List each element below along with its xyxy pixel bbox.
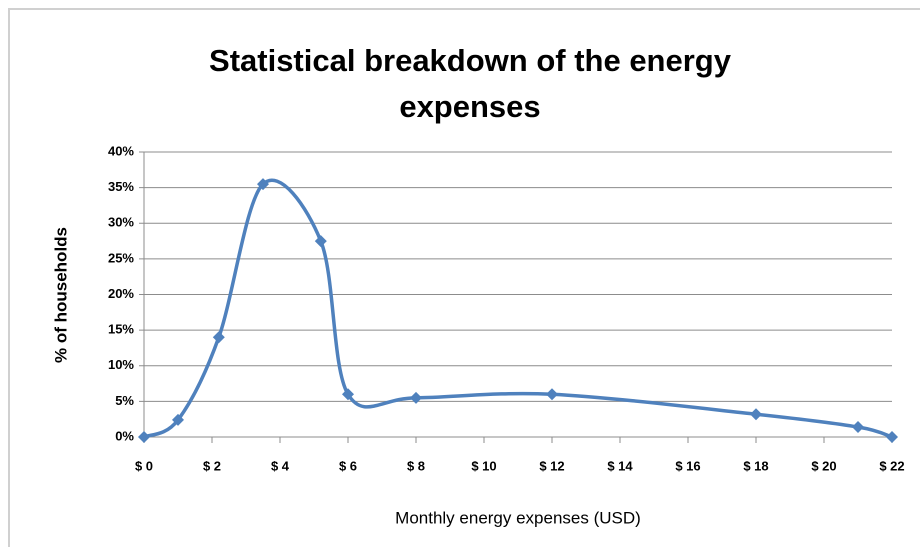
x-tick-label: $ 8 <box>407 458 425 473</box>
y-tick-label: 30% <box>108 215 134 230</box>
x-tick-label: $ 20 <box>811 458 836 473</box>
line <box>143 178 893 439</box>
x-tick-label: $ 2 <box>203 458 221 473</box>
x-axis-title: Monthly energy expenses (USD) <box>395 508 641 527</box>
x-tick-label: $ 10 <box>471 458 496 473</box>
x-tick-label: $ 12 <box>539 458 564 473</box>
marker <box>172 413 184 426</box>
marker <box>886 431 898 443</box>
marker <box>257 178 269 191</box>
y-tick-label: 35% <box>108 179 134 194</box>
x-tick-label: $ 16 <box>675 458 700 473</box>
y-tick-label: 5% <box>115 393 134 408</box>
x-tick-label: $ 4 <box>271 458 290 473</box>
marker <box>314 235 327 248</box>
y-tick-label: 10% <box>108 357 134 372</box>
x-tick-label: $ 0 <box>135 458 153 473</box>
y-tick-label: 40% <box>108 143 134 158</box>
x-tick-label: $ 14 <box>607 458 633 473</box>
chart-frame <box>8 8 920 547</box>
x-tick-label: $ 22 <box>879 458 904 473</box>
marker <box>138 431 150 443</box>
marker <box>342 388 354 401</box>
y-tick-label: 20% <box>108 286 134 301</box>
x-tick-label: $ 18 <box>743 458 768 473</box>
marker <box>410 391 422 404</box>
y-tick-label: 15% <box>108 322 134 337</box>
x-tick-label: $ 6 <box>339 458 357 473</box>
y-axis-title: % of households <box>51 227 70 363</box>
marker <box>546 388 558 401</box>
marker <box>750 408 762 421</box>
marker <box>852 421 864 434</box>
y-tick-label: 0% <box>115 428 134 443</box>
marker <box>212 331 225 344</box>
chart-title: Statistical breakdown of the energy expe… <box>209 43 731 124</box>
y-tick-label: 25% <box>108 250 134 265</box>
